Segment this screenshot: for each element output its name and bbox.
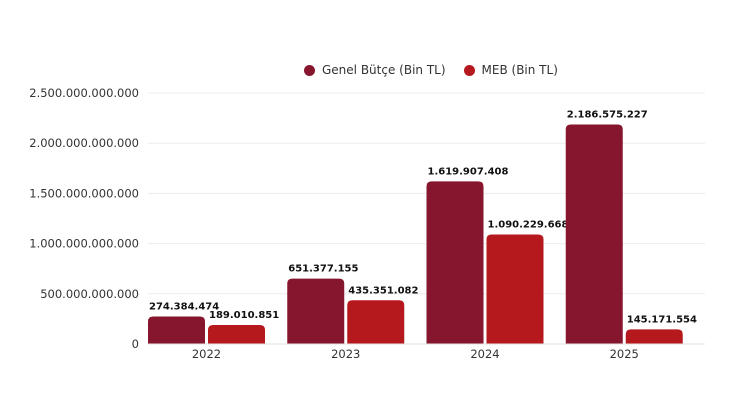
legend-item-meb[interactable]: MEB (Bin TL) (463, 63, 558, 77)
bar-meb-2025 (625, 329, 683, 344)
data-label: 651.377.155 (288, 264, 358, 275)
data-label: 435.351.082 (348, 285, 418, 296)
bar-genel-butce-2024 (426, 181, 484, 344)
y-tick-label: 2.500.000.000.000 (29, 86, 139, 100)
legend-swatch-genel-butce (304, 64, 315, 76)
x-tick-label: 2025 (610, 347, 639, 361)
data-label: 274.384.474 (149, 301, 219, 312)
y-tick-label: 2.000.000.000.000 (29, 136, 139, 150)
legend-item-genel-butce[interactable]: Genel Bütçe (Bin TL) (304, 63, 446, 77)
chart-legend: Genel Bütçe (Bin TL) MEB (Bin TL) (304, 63, 576, 77)
x-tick-label: 2024 (470, 347, 499, 361)
data-label: 2.186.575.227 (567, 109, 648, 120)
x-tick-label: 2022 (192, 347, 221, 361)
bar-genel-butce-2023 (287, 278, 345, 344)
data-label: 1.619.907.408 (428, 166, 509, 177)
x-tick-label: 2023 (331, 347, 360, 361)
data-label: 189.010.851 (209, 310, 279, 321)
data-label: 145.171.554 (627, 314, 697, 325)
legend-label-meb: MEB (Bin TL) (481, 63, 558, 77)
y-tick-label: 1.500.000.000.000 (29, 186, 139, 200)
bar-meb-2023 (347, 300, 405, 344)
bar-meb-2024 (486, 234, 544, 344)
bar-meb-2022 (208, 325, 265, 344)
bar-genel-butce-2025 (565, 124, 623, 344)
y-tick-label: 0 (132, 337, 139, 351)
bar-genel-butce-2022 (148, 316, 205, 344)
legend-label-genel-butce: Genel Bütçe (Bin TL) (322, 63, 446, 77)
data-label: 1.090.229.668 (488, 220, 569, 231)
y-tick-label: 500.000.000.000 (40, 287, 139, 301)
y-tick-label: 1.000.000.000.000 (29, 237, 139, 251)
legend-swatch-meb (463, 64, 475, 76)
